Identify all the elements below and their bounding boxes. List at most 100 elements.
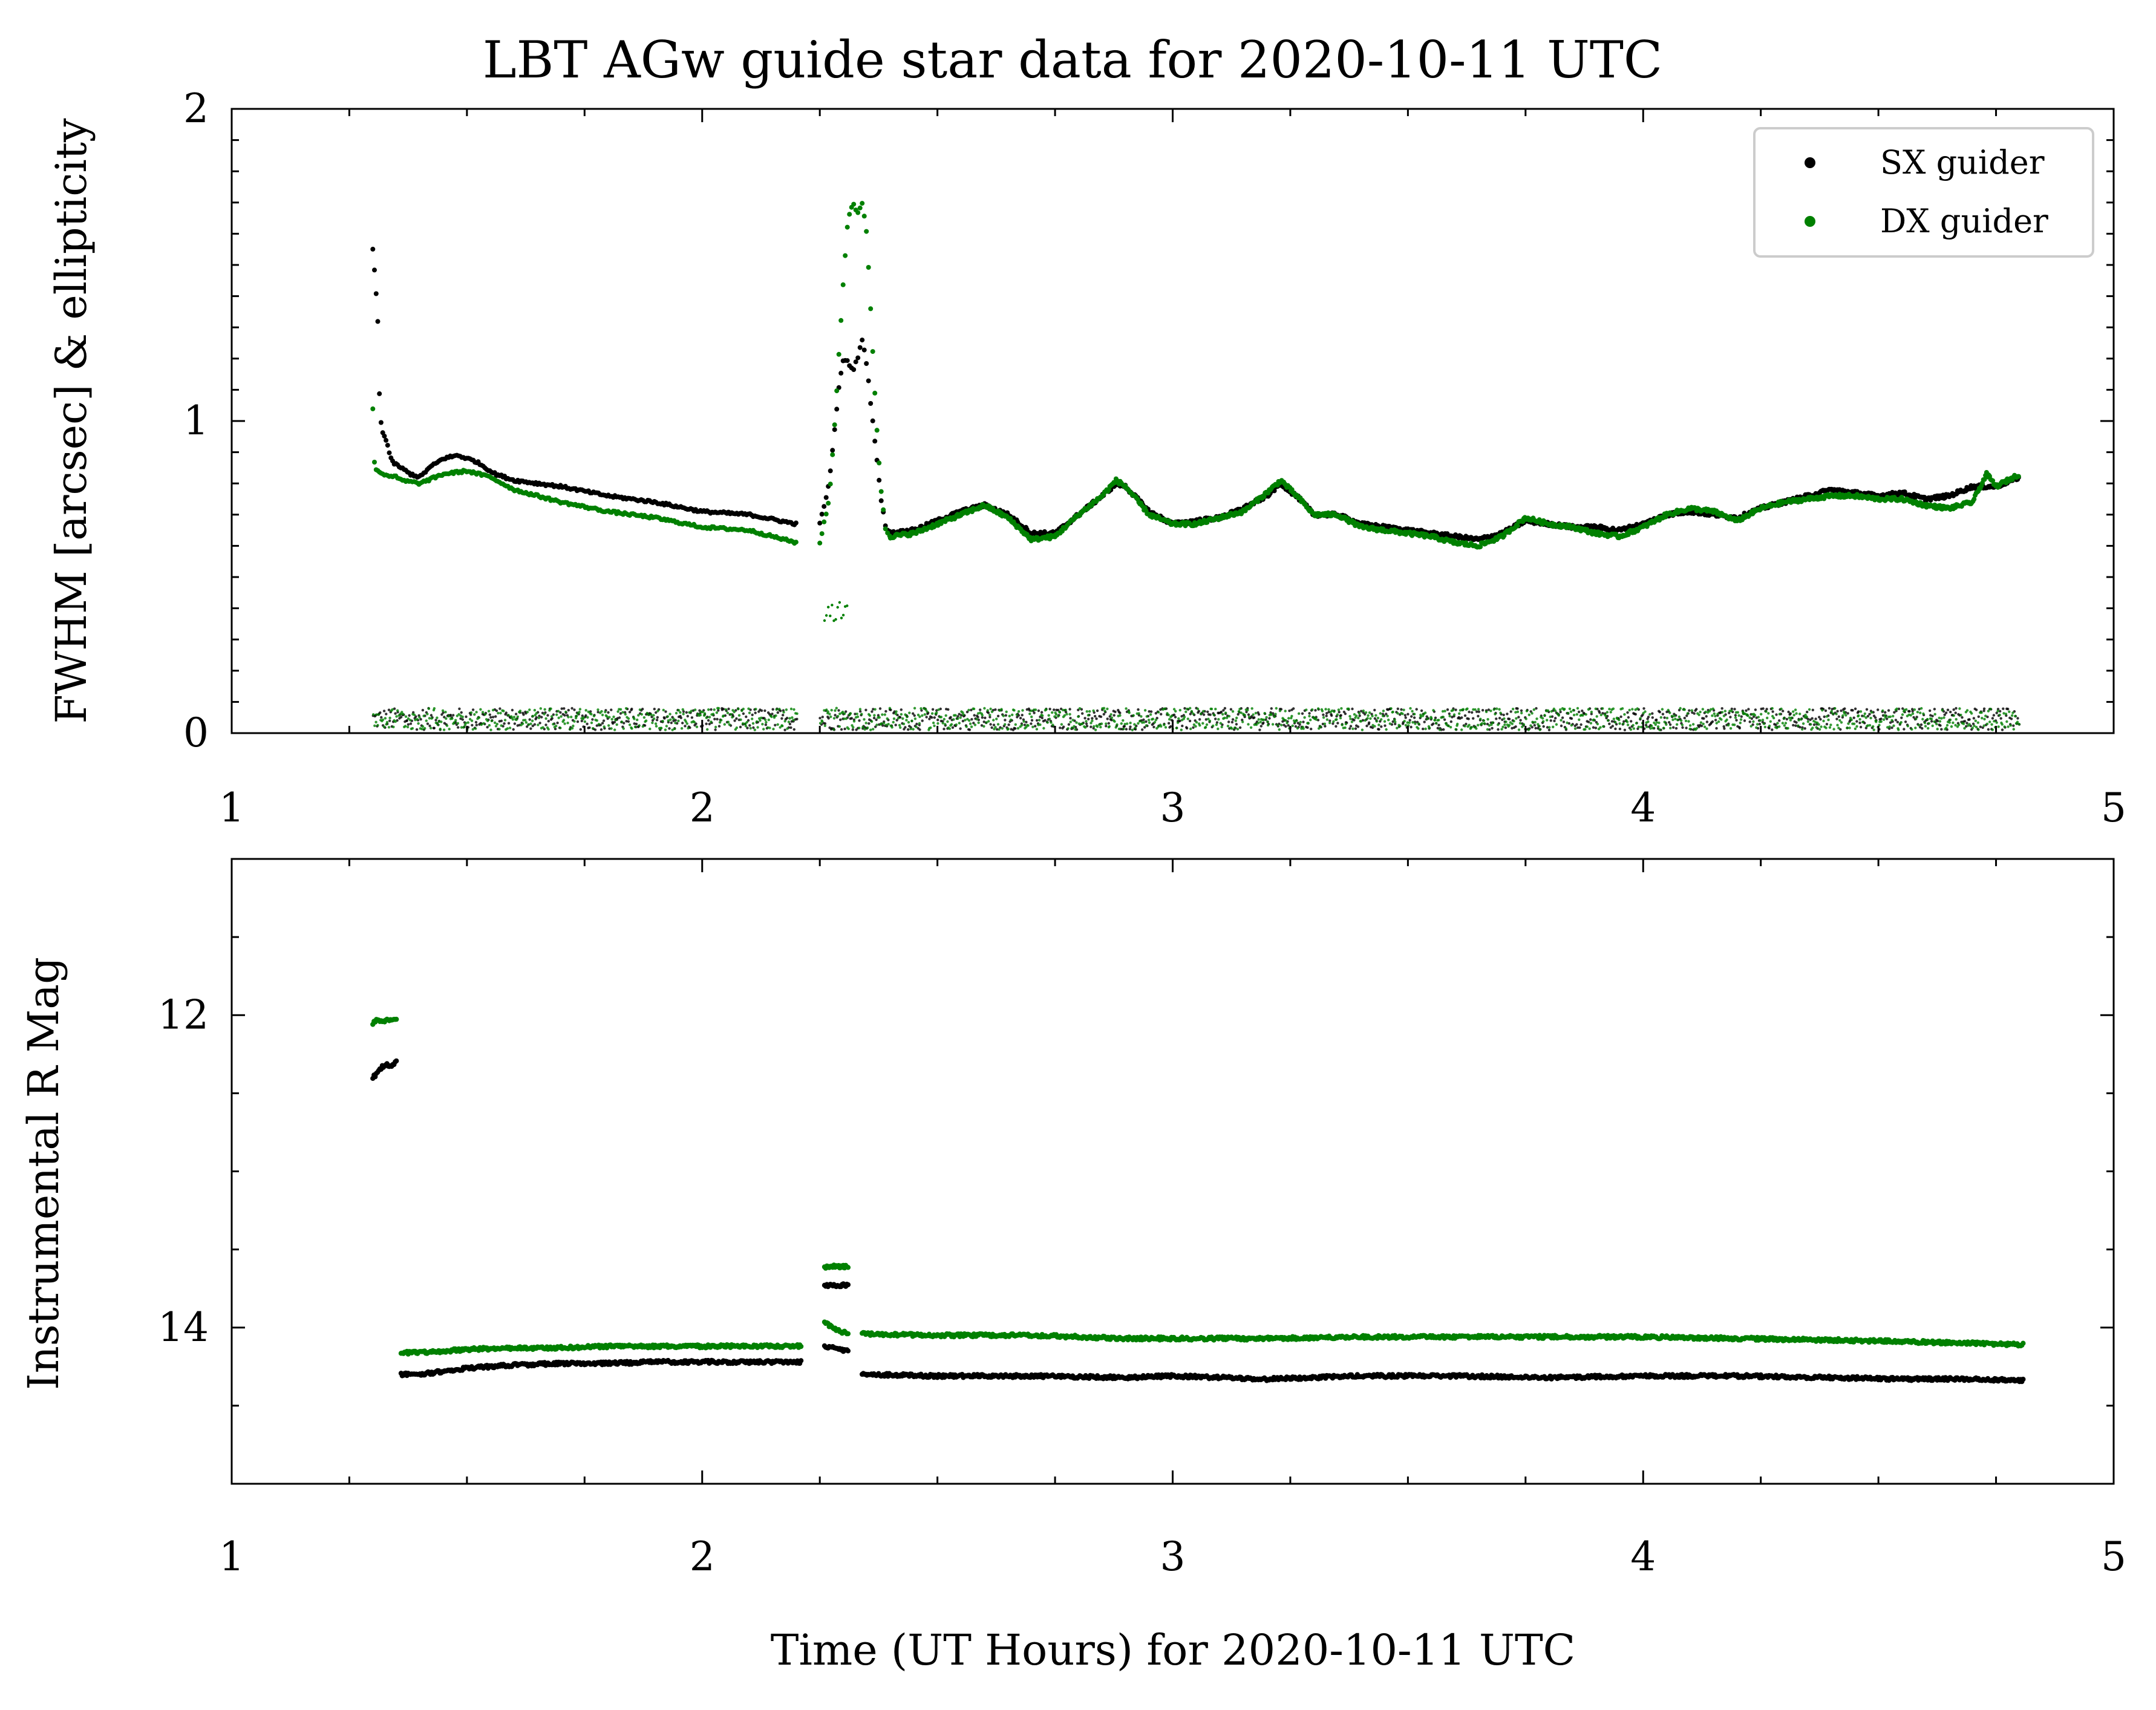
ellipticity-point-dx	[1801, 728, 1804, 731]
ellipticity-point-dx	[1911, 712, 1915, 716]
ellipticity-point-dx	[1965, 709, 1969, 712]
ellipticity-point-sx	[503, 722, 506, 725]
ellipticity-point-dx	[874, 708, 877, 711]
ellipticity-point-sx	[935, 709, 938, 712]
ellipticity-point-sx	[839, 718, 842, 722]
ellipticity-point-dx	[1511, 708, 1515, 711]
ellipticity-point-dx	[727, 720, 730, 723]
ellipticity-point-dx	[1374, 714, 1377, 717]
ellipticity-point-dx	[452, 721, 456, 724]
ellipticity-point-dx	[1164, 726, 1168, 729]
ellipticity-point-dx	[636, 718, 639, 722]
ellipticity-point-dx	[785, 708, 788, 711]
ellipticity-point-dx	[679, 711, 682, 714]
ellipticity-point-dx	[603, 725, 606, 728]
ellipticity-point-dx	[703, 712, 707, 715]
ellipticity-point-dx	[1690, 709, 1693, 712]
ellipticity-point-dx	[1988, 720, 1991, 723]
ellipticity-point-dx	[1757, 716, 1760, 719]
ellipticity-point-sx	[1220, 710, 1223, 714]
ellipticity-point-dx	[952, 718, 955, 721]
ellipticity-point-dx	[515, 718, 518, 722]
ellipticity-point-dx	[418, 716, 421, 719]
ellipticity-point-sx	[1705, 720, 1709, 723]
ellipticity-point-sx	[1053, 708, 1056, 711]
ellipticity-point-sx	[850, 717, 854, 720]
ellipticity-point-dx	[1351, 727, 1354, 731]
ellipticity-point-sx	[1488, 728, 1491, 731]
ellipticity-point-sx	[1096, 709, 1099, 713]
ellipticity-point-dx	[503, 719, 507, 722]
ellipticity-point-dx	[480, 723, 483, 726]
ellipticity-point-dx	[2010, 714, 2014, 717]
ellipticity-point-sx	[1149, 710, 1153, 713]
ellipticity-point-sx	[1785, 717, 1788, 721]
ellipticity-point-sx	[1215, 721, 1219, 724]
ellipticity-point-dx	[1430, 717, 1433, 720]
ellipticity-point-sx	[988, 716, 991, 719]
ellipticity-point-sx	[1014, 727, 1017, 730]
ellipticity-point-dx	[707, 708, 710, 711]
ellipticity-point-sx	[630, 707, 633, 711]
ellipticity-point-dx	[1105, 722, 1108, 725]
ellipticity-point-sx	[513, 722, 517, 725]
ellipticity-point-dx	[1546, 709, 1549, 712]
ellipticity-point-sx	[1859, 725, 1863, 729]
ellipticity-point-dx	[1208, 719, 1212, 723]
ellipticity-point-sx	[1865, 708, 1869, 711]
ellipticity-point-sx	[1391, 720, 1394, 723]
ellipticity-point-dx	[529, 722, 532, 725]
ellipticity-point-dx	[543, 713, 546, 716]
ellipticity-point-dx	[477, 716, 481, 719]
ellipticity-point-sx	[1740, 715, 1743, 718]
ellipticity-point-dx	[1347, 707, 1350, 711]
ellipticity-point-dx	[1913, 708, 1916, 711]
ellipticity-point-sx	[1085, 722, 1088, 725]
ellipticity-point-dx	[685, 722, 689, 725]
ellipticity-point-dx	[795, 712, 799, 716]
ellipticity-point-dx	[1054, 713, 1058, 716]
ellipticity-point-dx	[1599, 726, 1602, 729]
ellipticity-point-dx	[1148, 721, 1151, 724]
ellipticity-point-dx	[1380, 718, 1383, 721]
ellipticity-point-sx	[774, 723, 777, 727]
ellipticity-point-sx	[1181, 724, 1184, 728]
ellipticity-point-sx	[875, 718, 878, 722]
ellipticity-point-dx	[1863, 712, 1866, 716]
ellipticity-point-dx	[1761, 719, 1765, 722]
ellipticity-point-dx	[687, 726, 690, 730]
ellipticity-point-dx	[1703, 725, 1707, 728]
ellipticity-point-sx	[1185, 726, 1189, 730]
ellipticity-point-sx	[1614, 727, 1617, 731]
ellipticity-point-sx	[1955, 707, 1958, 710]
ellipticity-point-dx	[1067, 727, 1070, 730]
ellipticity-point-sx	[1385, 713, 1388, 716]
fwhm-point-sx	[853, 359, 858, 365]
ellipticity-point-sx	[746, 726, 749, 729]
fwhm-point-sx	[823, 495, 829, 500]
ellipticity-point-dx	[1733, 723, 1736, 726]
ellipticity-point-dx	[936, 722, 939, 725]
ellipticity-point-sx	[686, 714, 690, 718]
ellipticity-point-sx	[586, 722, 589, 726]
ellipticity-point-sx	[933, 716, 936, 719]
ellipticity-point-dx	[566, 722, 569, 725]
ellipticity-point-sx	[1982, 710, 1985, 713]
ellipticity-point-dx	[1069, 720, 1072, 723]
ellipticity-point-dx	[498, 728, 501, 731]
ellipticity-point-dx	[552, 723, 555, 726]
ellipticity-point-dx	[1948, 721, 1951, 724]
ellipticity-point-sx	[507, 722, 511, 725]
ellipticity-point-dx	[524, 721, 528, 724]
ellipticity-point-sx	[895, 719, 898, 722]
ellipticity-point-dx	[1145, 715, 1149, 718]
ellipticity-point-dx	[2004, 713, 2008, 716]
ellipticity-point-dx	[1892, 724, 1895, 728]
ellipticity-point-sx	[546, 714, 549, 717]
ellipticity-point-sx	[2007, 708, 2010, 711]
ellipticity-point-dx	[1762, 722, 1765, 725]
ellipticity-point-dx	[1658, 728, 1661, 731]
ellipticity-point-dx	[1669, 726, 1672, 729]
ellipticity-point-sx	[1874, 716, 1877, 719]
fwhm-point-sx	[385, 443, 390, 448]
